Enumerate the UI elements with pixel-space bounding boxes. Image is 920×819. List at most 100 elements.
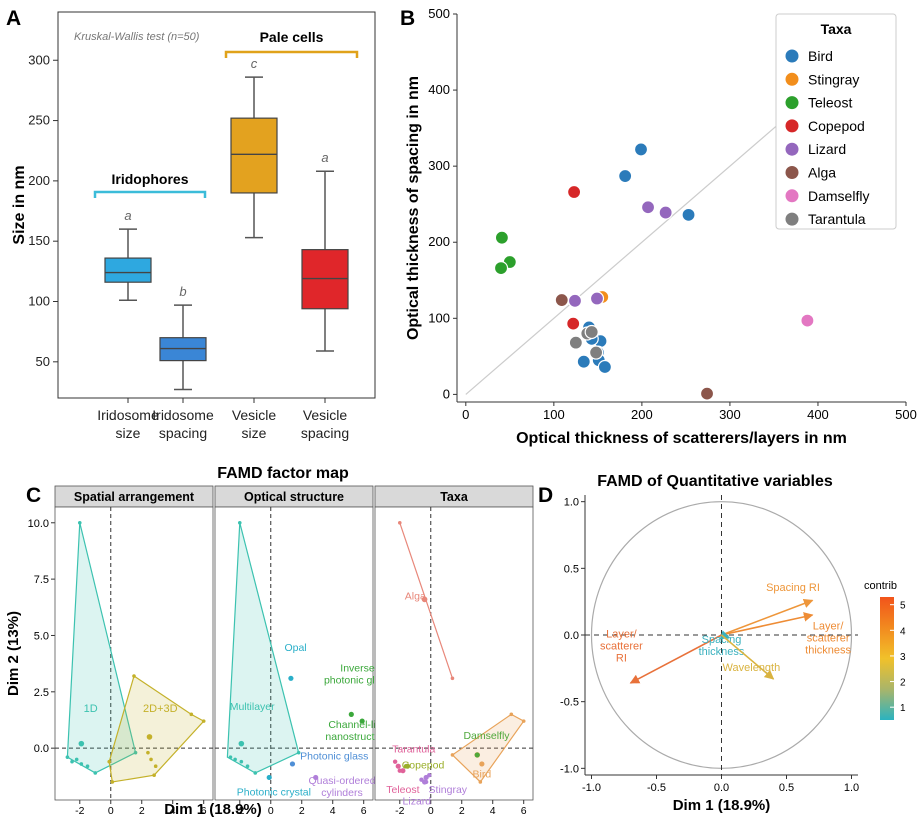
arrow-label-layer-scatterer-ri: Layer/scatterer RI: [600, 629, 643, 665]
arrow-label-layer-scatterer-ri-line: scatterer: [600, 641, 643, 653]
x-tick-label-line: Vesicle: [303, 407, 348, 423]
x-tick-label: 0: [268, 805, 274, 817]
arrow-label-layer-scatterer-ri-line: RI: [616, 653, 627, 665]
category-label-damselfly-line: Damselfly: [463, 730, 510, 742]
x-tick-label: 0.0: [714, 782, 729, 794]
facet-taxa: Taxa -2 0 2 4 6 Alga Damselfly Bird Tarantula Cope…: [374, 485, 534, 817]
x-tick-label: 4: [170, 805, 176, 817]
category-label-lizard-line: Lizard: [403, 796, 432, 808]
point-lizard: [589, 291, 605, 306]
y-tick-label: 100: [428, 310, 450, 325]
y-axis-label: Optical thickness of spacing in nm: [405, 76, 422, 340]
point-alga: [699, 386, 715, 401]
group-bracket-iridophores: [93, 190, 207, 198]
category-label-opal-line: Opal: [284, 642, 306, 654]
point-multilayer: [228, 755, 233, 759]
facet-frame: [54, 506, 214, 801]
panel-b-scatter: 0 100 200 300 400 500 0 100 200 300 400 500 Optical …: [405, 6, 917, 447]
facet-title: Spatial arrangement: [74, 490, 195, 504]
arrow-layer-scatterer-thickness: [721, 612, 814, 636]
box-iridosome-size: [104, 257, 152, 283]
point-bird: [597, 359, 613, 375]
point-2d-3d: [132, 674, 136, 678]
category-dot-stingray: [423, 774, 429, 781]
color-bar: [880, 597, 894, 720]
point-2d-3d: [189, 712, 194, 717]
legend-swatch-alga: [785, 166, 799, 179]
x-tick-label: -2: [75, 805, 84, 817]
y-tick-label: 0: [443, 386, 450, 401]
point-1d: [79, 762, 84, 766]
legend-label-tarantula: Tarantula: [808, 211, 866, 227]
category-label-multilayer-line: Multilayer: [230, 701, 275, 713]
point-2d-3d: [107, 759, 112, 764]
point-1d: [74, 757, 79, 762]
point-teleost: [493, 261, 509, 276]
legend-swatch-tarantula: [785, 212, 799, 226]
group-bracket-pale-cells: [224, 50, 359, 58]
color-bar-tick-label: 3: [900, 652, 906, 663]
category-dot-alga: [421, 596, 428, 603]
x-tick-label: 0.5: [779, 782, 794, 794]
x-tick-label: 1.0: [844, 782, 859, 794]
legend-box: [775, 13, 897, 230]
x-tick-label-line: Iridosome: [97, 407, 159, 423]
facet-spatial-arrangement: Spatial arrangement -2 0 2 4 6 1D 2D+3D: [54, 485, 214, 817]
x-tick-label: 6: [201, 805, 207, 817]
legend-label-teleost: Teleost: [808, 95, 852, 111]
category-label-photonic-glass: Photonic glass: [300, 750, 368, 762]
legend-title: contrib: [864, 580, 897, 592]
point-bird: [633, 142, 649, 157]
category-label-copepod-line: Copepod: [402, 759, 445, 771]
x-tick-label: 400: [807, 407, 829, 422]
chart-title: FAMD factor map: [217, 465, 349, 482]
category-dot-lizard: [421, 779, 428, 785]
panel-letter-a: A: [6, 7, 21, 30]
point-damselfly: [800, 313, 815, 328]
point: [392, 759, 398, 764]
panel-letter-c: C: [26, 484, 41, 507]
arrow-layer-scatterer-ri: [629, 634, 722, 684]
test-annotation: Kruskal-Wallis test (n=50): [74, 31, 200, 43]
category-label-multilayer: Multilayer: [230, 701, 275, 713]
significance-letter: a: [124, 208, 131, 223]
point-bird: [681, 207, 696, 222]
centroid-2d-3d: [146, 734, 153, 740]
y-tick-label: 300: [28, 52, 50, 67]
arrow-label-layer-scatterer-ri-line: Layer/: [606, 629, 638, 641]
legend-swatch-stingray: [785, 72, 799, 86]
x-tick-label: 0: [428, 805, 434, 817]
category-dot-opal: [288, 675, 294, 681]
point-alga: [554, 292, 569, 308]
category-dot-quasi-ordered-cylinders: [313, 774, 319, 781]
point-tarantula: [589, 345, 604, 360]
facet-frame: [374, 506, 534, 801]
point-multilayer: [296, 750, 301, 755]
point-2d-3d: [146, 750, 150, 755]
arrow-spacing-ri: [721, 598, 814, 636]
category-label-damselfly: Damselfly: [463, 730, 510, 742]
x-tick-label-line: spacing: [301, 425, 349, 441]
point-alga: [450, 676, 455, 681]
point-damselfly: [521, 719, 526, 723]
color-bar-tick-label: 1: [900, 703, 906, 714]
y-tick-label: -1.0: [560, 763, 579, 775]
category-label-tarantula-line: Tarantula: [392, 744, 435, 756]
x-tick-label: 2: [459, 805, 465, 817]
category-label-photonic-crystal: Photonic crystal: [237, 786, 311, 798]
arrow-label-layer-scatterer-thickness: Layer/scatterer thickness: [805, 621, 851, 657]
x-tick-label: 0: [108, 805, 114, 817]
category-dot-copepod: [404, 763, 411, 769]
x-tick-label: -2: [235, 805, 244, 817]
x-tick-label: 2: [299, 805, 305, 817]
category-label-bird: Bird: [473, 768, 492, 780]
category-dot-damselfly: [474, 752, 480, 758]
y-tick-label: 0.0: [34, 743, 49, 755]
y-tick-label: 100: [28, 294, 50, 309]
y-tick-label: -0.5: [560, 697, 579, 709]
y-tick-label: 50: [36, 354, 50, 369]
category-label-copepod: Copepod: [402, 759, 445, 771]
x-tick-label: Vesicle size: [232, 407, 277, 441]
panel-letter-b: B: [400, 7, 415, 30]
